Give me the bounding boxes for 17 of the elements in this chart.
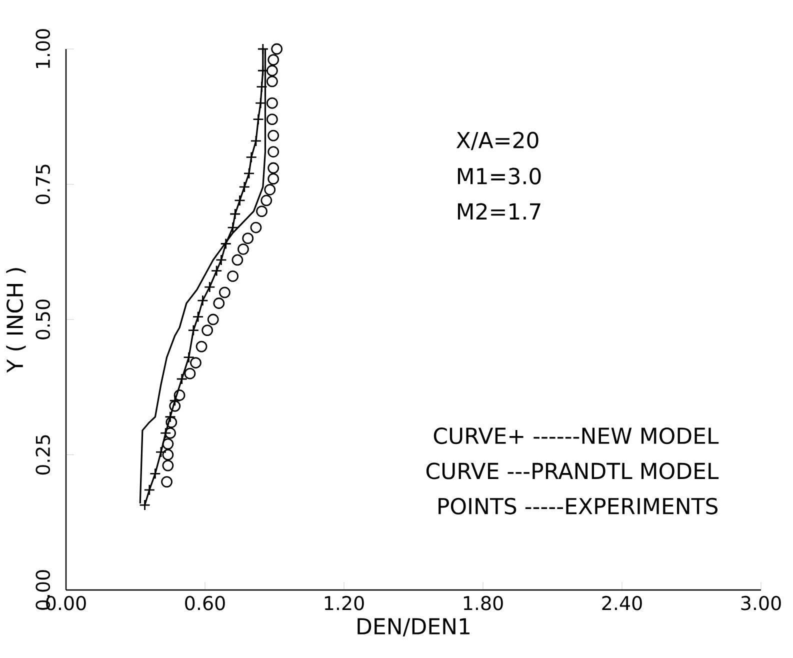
- annotation: CURVE ---PRANDTL MODEL: [426, 462, 719, 480]
- annotation: CURVE+ ------NEW MODEL: [434, 427, 719, 444]
- x-tick-label: 2.40: [602, 596, 642, 610]
- annotation: POINTS -----EXPERIMENTS: [438, 498, 718, 514]
- x-tick-label: 1.20: [324, 596, 364, 610]
- x-axis-title: DEN/DEN1: [358, 618, 470, 636]
- annotation: X/A=20: [456, 132, 538, 150]
- x-tick-label: 0.60: [185, 596, 225, 610]
- y-axis-title: Y ( INCH ): [6, 268, 26, 373]
- annotation: M2=1.7: [458, 203, 540, 220]
- annotation: M1=3.0: [458, 168, 541, 184]
- x-tick-label: 1.80: [464, 596, 503, 610]
- x-tick-label: 3.00: [741, 596, 781, 610]
- y-tick-label: 0.50: [36, 300, 50, 340]
- y-tick-label: 0.75: [36, 164, 50, 204]
- y-tick-label: 1.00: [36, 29, 50, 68]
- y-tick-label: 0.25: [36, 435, 50, 475]
